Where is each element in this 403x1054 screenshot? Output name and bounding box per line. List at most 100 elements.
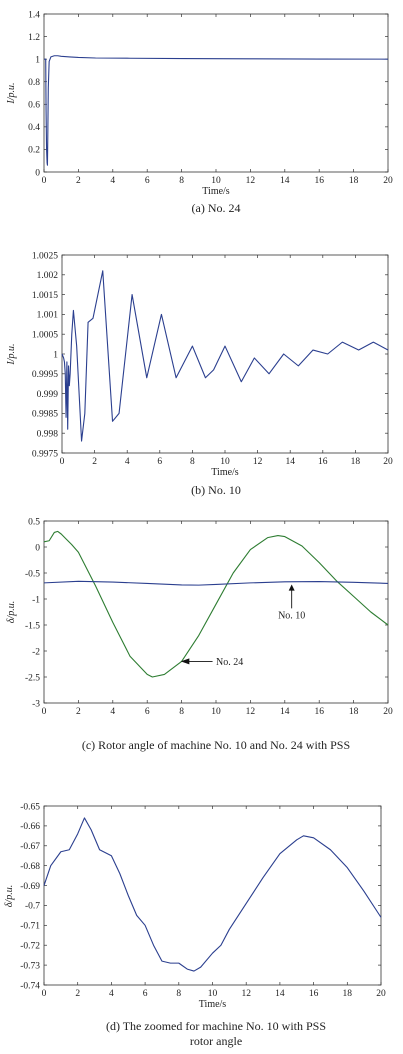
series-line-0 [61, 270, 389, 442]
x-tick-label: 16 [309, 989, 319, 999]
x-tick-label: 2 [75, 989, 80, 999]
x-axis-label: Time/s [202, 186, 230, 197]
series-line-0 [44, 55, 389, 166]
y-tick-label: 1.0025 [32, 251, 58, 261]
x-tick-label: 4 [110, 176, 115, 186]
y-tick-label: -1 [32, 595, 40, 605]
y-tick-label: 0.8 [28, 78, 40, 88]
x-axis-label: Time/s [211, 467, 239, 478]
y-tick-label: 0 [35, 543, 40, 553]
plot-frame [43, 520, 389, 704]
x-tick-label: 8 [176, 989, 181, 999]
y-tick-label: 0.6 [28, 101, 40, 111]
x-tick-label: 0 [60, 457, 65, 467]
x-tick-label: 12 [241, 989, 251, 999]
x-tick-label: 18 [349, 707, 359, 717]
series-line-0 [43, 530, 389, 678]
chart-d-zoomed-rotor-angle: 0 2 4 6 8 10 12 14 16 18 20 -0.74 -0.73 -0.72 -0.71 -0.… [4, 802, 386, 1010]
y-axis-label: I/p.u. [6, 343, 17, 365]
plot-frame [43, 805, 382, 986]
annotation-no10: No. 10 [278, 610, 305, 621]
x-tick-label: 14 [280, 707, 290, 717]
x-tick-label: 18 [351, 457, 361, 467]
caption-a: (a) No. 24 [192, 201, 241, 215]
x-tick-label: 12 [246, 176, 256, 186]
x-tick-label: 10 [211, 176, 221, 186]
y-tick-label: -1.5 [25, 621, 40, 631]
x-tick-label: 10 [208, 989, 218, 999]
y-tick-label: 1.002 [37, 271, 59, 281]
y-tick-label: -2 [32, 647, 40, 657]
y-tick-label: 0.5 [28, 517, 40, 527]
y-axis-label: I/p.u. [6, 82, 17, 104]
x-tick-label: 0 [42, 989, 47, 999]
y-tick-label: 0.9995 [32, 370, 58, 380]
y-tick-label: -0.69 [20, 882, 40, 892]
y-tick-label: 1.0005 [32, 331, 58, 341]
y-tick-label: -0.7 [25, 902, 40, 912]
y-tick-label: 1 [53, 350, 58, 360]
chart-b-current-no10: 0 2 4 6 8 10 12 14 16 18 20 0.9975 0.998 0.9985 0.999 0… [6, 251, 393, 478]
x-tick-label: 18 [343, 989, 353, 999]
chart-c-rotor-angle: 0 2 4 6 8 10 12 14 16 18 20 -3 -2.5 -2 -1.5 -1 -0.5 0 0.5 δ… [6, 517, 393, 717]
x-tick-label: 0 [42, 707, 47, 717]
x-tick-label: 20 [383, 176, 393, 186]
x-tick-label: 10 [211, 707, 221, 717]
y-tick-label: -0.5 [25, 569, 40, 579]
x-tick-label: 16 [318, 457, 328, 467]
x-tick-label: 4 [125, 457, 130, 467]
caption-b: (b) No. 10 [191, 483, 241, 497]
y-tick-label: -2.5 [25, 673, 40, 683]
x-tick-label: 20 [383, 707, 393, 717]
x-tick-label: 8 [190, 457, 195, 467]
series-line-1 [43, 580, 389, 586]
x-tick-label: 2 [76, 176, 81, 186]
x-tick-label: 8 [179, 707, 184, 717]
x-tick-label: 16 [314, 176, 324, 186]
y-axis-label: δ/p.u. [4, 885, 15, 907]
caption-d-line1: (d) The zoomed for machine No. 10 with P… [106, 1019, 326, 1033]
series-line-0 [43, 817, 382, 972]
x-tick-label: 20 [383, 457, 393, 467]
y-tick-label: -0.71 [20, 922, 40, 932]
x-tick-label: 14 [280, 176, 290, 186]
y-tick-label: 0.4 [28, 123, 40, 133]
x-tick-label: 8 [179, 176, 184, 186]
annotation-arrowhead-no24 [180, 658, 190, 665]
y-tick-label: -0.67 [20, 842, 40, 852]
x-tick-label: 12 [253, 457, 263, 467]
chart-a-current-no24: 0 2 4 6 8 10 12 14 16 18 20 0 0.2 0.4 0.6 0.8 1 1.2 1.4 Tim… [6, 10, 393, 197]
y-tick-label: 0.2 [28, 146, 40, 156]
y-tick-label: 0.998 [37, 430, 59, 440]
x-tick-label: 2 [76, 707, 81, 717]
y-tick-label: 0.9975 [32, 449, 58, 459]
x-tick-label: 4 [109, 989, 114, 999]
caption-c: (c) Rotor angle of machine No. 10 and No… [82, 738, 350, 752]
y-tick-label: -0.65 [20, 802, 40, 812]
x-tick-label: 6 [157, 457, 162, 467]
caption-d-line2: rotor angle [190, 1034, 242, 1048]
y-tick-label: 0.999 [37, 390, 59, 400]
annotation-no24: No. 24 [216, 657, 243, 668]
y-axis-label: δ/p.u. [6, 601, 17, 623]
x-axis-label: Time/s [199, 999, 227, 1010]
y-tick-label: -0.74 [20, 981, 40, 991]
y-tick-label: 1.0015 [32, 291, 58, 301]
x-tick-label: 6 [145, 707, 150, 717]
x-tick-label: 6 [143, 989, 148, 999]
x-tick-label: 10 [220, 457, 230, 467]
y-tick-label: -0.68 [20, 862, 40, 872]
plot-frame [43, 13, 389, 173]
y-tick-label: 0 [35, 168, 40, 178]
y-tick-label: 1.001 [37, 311, 59, 321]
y-tick-label: 0.9985 [32, 410, 58, 420]
x-tick-label: 6 [145, 176, 150, 186]
y-tick-label: -0.73 [20, 961, 40, 971]
y-tick-label: -0.66 [20, 822, 40, 832]
x-tick-label: 16 [314, 707, 324, 717]
y-tick-label: 1.2 [28, 33, 40, 43]
annotation-arrowhead-no10 [288, 584, 295, 591]
x-tick-label: 0 [42, 176, 47, 186]
x-tick-label: 12 [246, 707, 256, 717]
